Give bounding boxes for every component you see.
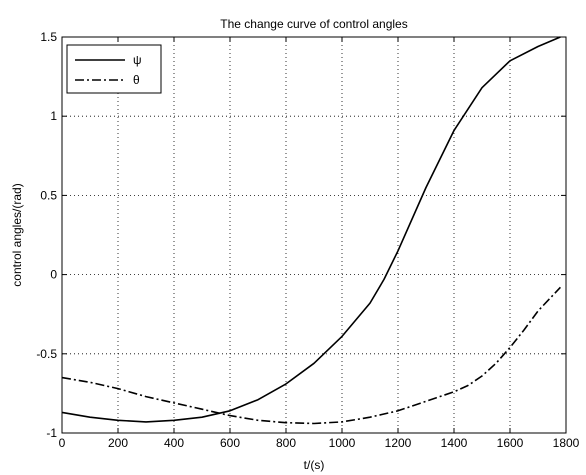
x-tick-label: 600 bbox=[220, 436, 240, 450]
y-tick-label: 1.5 bbox=[40, 30, 57, 44]
x-axis-label: t/(s) bbox=[304, 458, 325, 472]
series-line-psi bbox=[61, 36, 561, 423]
y-tick-label: -1 bbox=[46, 426, 57, 440]
legend: ψθ bbox=[66, 44, 162, 94]
x-tick-label: 0 bbox=[59, 436, 66, 450]
y-axis-label: control angles/(rad) bbox=[10, 183, 24, 286]
y-tick-label: -0.5 bbox=[36, 347, 57, 361]
x-tick-label: 1400 bbox=[441, 436, 468, 450]
y-tick-label: 0.5 bbox=[40, 188, 57, 202]
ticks: 0 200 400 600 800 1000 1200 1400 1600 1800 -1 -0.5 0… bbox=[36, 30, 579, 450]
x-tick-label: 1800 bbox=[553, 436, 580, 450]
plot-border bbox=[61, 36, 567, 434]
legend-label-psi: ψ bbox=[133, 53, 142, 67]
y-tick-label: 0 bbox=[50, 268, 57, 282]
legend-box bbox=[66, 44, 162, 94]
x-tick-label: 800 bbox=[276, 436, 296, 450]
x-tick-label: 400 bbox=[164, 436, 184, 450]
legend-label-theta: θ bbox=[133, 73, 140, 87]
x-tick-label: 1200 bbox=[385, 436, 412, 450]
grid bbox=[62, 37, 566, 433]
y-tick-label: 1 bbox=[50, 109, 57, 123]
plot-area bbox=[62, 37, 566, 433]
x-tick-label: 200 bbox=[108, 436, 128, 450]
chart-title: The change curve of control angles bbox=[220, 17, 407, 31]
x-tick-label: 1600 bbox=[497, 436, 524, 450]
series-layer bbox=[61, 36, 561, 425]
x-tick-label: 1000 bbox=[329, 436, 356, 450]
series-line-theta bbox=[61, 286, 561, 425]
